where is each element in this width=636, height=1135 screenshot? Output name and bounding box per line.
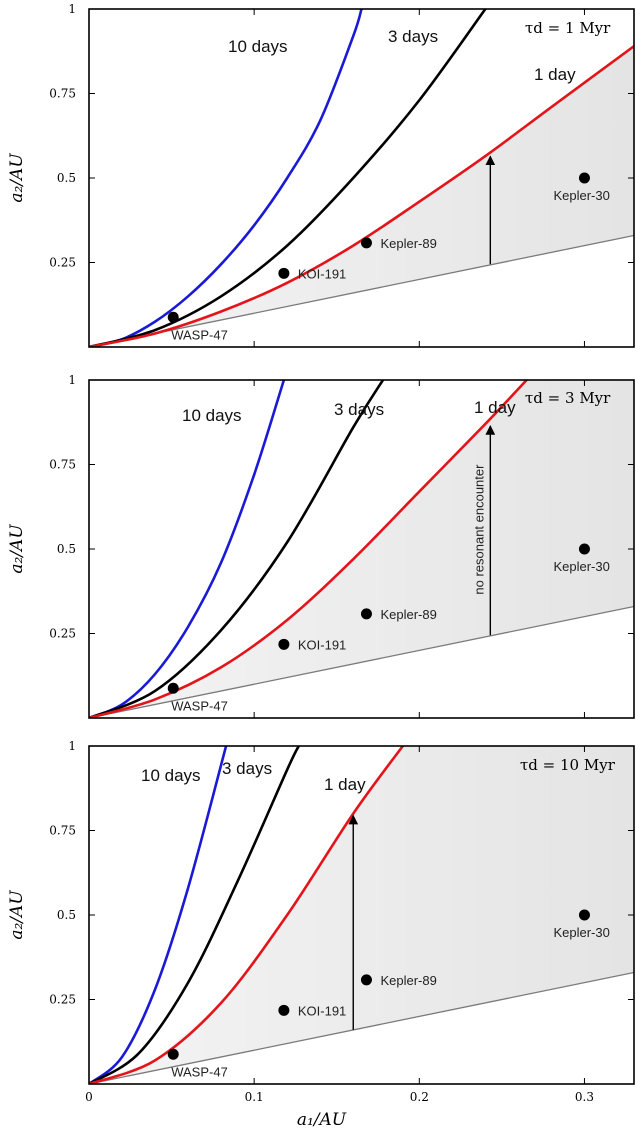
planet-label: Kepler-30 [553, 925, 609, 940]
planet-label: Kepler-30 [553, 188, 609, 203]
planet-marker [278, 1004, 290, 1016]
series-line-10-days [89, 380, 286, 718]
planet-label: Kepler-89 [380, 236, 436, 251]
panel-middle: no resonant encounter WASP-47 KOI-191 Keple… [7, 373, 635, 719]
x-tick-label: 0.3 [575, 1090, 594, 1104]
planet-label: KOI-191 [298, 1003, 346, 1018]
series-line-10-days [89, 9, 363, 347]
x-tick-label: 0.1 [245, 1090, 264, 1104]
y-axis-title: a₂/AU [7, 153, 27, 203]
y-tick-label: 0.5 [57, 908, 76, 922]
x-axis-title: a₁/AU [297, 1110, 347, 1130]
curve-label: 3 days [388, 27, 438, 46]
plot-area [89, 9, 634, 347]
shaded-region [89, 380, 634, 718]
planet-marker [278, 267, 290, 279]
y-tick-label: 0.75 [49, 87, 76, 101]
lower-boundary-line [89, 971, 634, 1084]
series-line-3-days [89, 380, 385, 718]
y-tick-label: 0.25 [49, 993, 76, 1007]
planet-label: Kepler-89 [380, 973, 436, 988]
series-line-3-days [89, 9, 487, 347]
planet-marker [578, 172, 590, 184]
planet-marker [167, 311, 179, 323]
series-line-1-day [89, 380, 528, 718]
planet-label: KOI-191 [298, 637, 346, 652]
tau-label: τd = 10 Myr [520, 756, 616, 774]
curve-label: 10 days [141, 766, 201, 785]
y-tick-label: 1 [68, 2, 76, 16]
planet-marker [167, 682, 179, 694]
y-tick-label: 0.25 [49, 627, 76, 641]
tau-label: τd = 1 Myr [525, 19, 611, 37]
shaded-region [89, 46, 634, 347]
plot-area: no resonant encounter [89, 380, 634, 718]
planet-marker [578, 543, 590, 555]
curve-label: 1 day [474, 398, 516, 417]
lower-boundary-line [89, 605, 634, 718]
curve-label: 1 day [324, 775, 366, 794]
curve-label: 10 days [182, 406, 242, 425]
y-axis-title: a₂/AU [7, 890, 27, 940]
arrow-label: no resonant encounter [471, 464, 486, 595]
planet-marker [360, 608, 372, 620]
y-axis-title: a₂/AU [7, 524, 27, 574]
lower-boundary-line [89, 234, 634, 347]
planet-label: KOI-191 [298, 266, 346, 281]
y-tick-label: 0.5 [57, 171, 76, 185]
y-tick-label: 0.75 [49, 824, 76, 838]
panel-bottom: WASP-47 KOI-191 Kepler-89 Kepler-30 10 days 3… [7, 739, 635, 1104]
series-line-3-days [89, 746, 301, 1084]
planet-label: WASP-47 [171, 1064, 228, 1079]
x-tick-label: 0.2 [410, 1090, 429, 1104]
curve-label: 3 days [222, 759, 272, 778]
y-tick-label: 1 [68, 373, 76, 387]
planet-marker [278, 638, 290, 650]
plot-area [89, 746, 634, 1084]
planet-marker [360, 974, 372, 986]
series-line-1-day [89, 746, 405, 1084]
y-tick-label: 0.25 [49, 256, 76, 270]
series-line-10-days [89, 746, 228, 1084]
curve-label: 1 day [534, 65, 576, 84]
planet-marker [167, 1048, 179, 1060]
planet-marker [360, 237, 372, 249]
curve-label: 10 days [228, 37, 288, 56]
series-line-1-day [89, 44, 634, 347]
x-tick-label: 0 [85, 1090, 93, 1104]
panel-top: WASP-47 KOI-191 Kepler-89 Kepler-30 10 days 3… [7, 2, 635, 348]
y-tick-label: 0.5 [57, 542, 76, 556]
y-tick-label: 1 [68, 739, 76, 753]
planet-label: Kepler-30 [553, 559, 609, 574]
curve-label: 3 days [334, 400, 384, 419]
tau-label: τd = 3 Myr [525, 389, 611, 407]
y-tick-label: 0.75 [49, 458, 76, 472]
planet-label: WASP-47 [171, 698, 228, 713]
planet-marker [578, 909, 590, 921]
planet-label: Kepler-89 [380, 607, 436, 622]
planet-label: WASP-47 [171, 327, 228, 342]
